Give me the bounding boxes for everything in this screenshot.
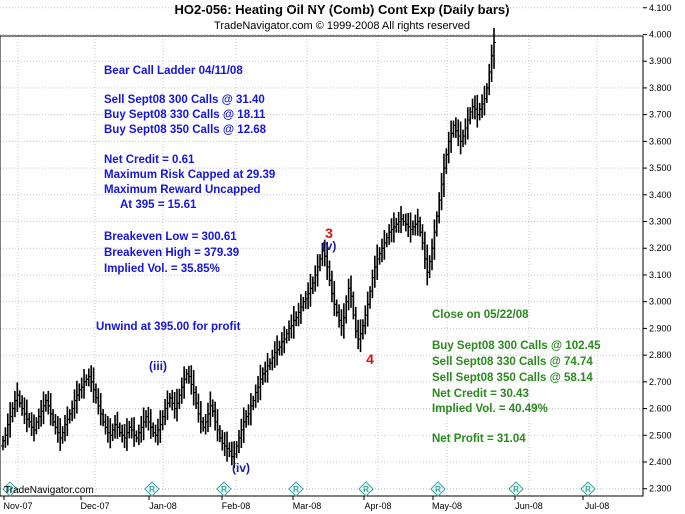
- count-4-label: 4: [366, 351, 374, 367]
- y-tick-label: 2.800: [649, 350, 672, 360]
- wave-labels: (iii) (iv) (v) 3 4: [149, 225, 374, 475]
- y-tick-label: 3.800: [649, 83, 672, 93]
- plot-frame: [0, 35, 644, 497]
- y-tick-label: 3.100: [649, 270, 672, 280]
- entry-leg-3: Buy Sept08 350 Calls @ 12.68: [104, 124, 267, 136]
- event-marker: R: [2, 481, 18, 497]
- grid: [0, 7, 643, 496]
- event-marker: R: [358, 481, 374, 497]
- x-tick-label: Jun-08: [515, 501, 543, 511]
- count-3-label: 3: [325, 225, 333, 241]
- y-tick-label: 3.300: [649, 217, 672, 227]
- event-marker-diamond: [216, 481, 232, 497]
- exit-leg-2: Sell Sept08 330 Calls @ 74.74: [432, 356, 593, 368]
- y-tick-label: 2.300: [649, 484, 672, 494]
- wave-iv-label: (iv): [232, 461, 250, 475]
- event-marker-diamond: [144, 481, 160, 497]
- event-marker: R: [580, 481, 596, 497]
- entry-leg-1: Sell Sept08 300 Calls @ 31.40: [104, 94, 265, 106]
- entry-breakeven-high: Breakeven High = 379.39: [104, 247, 239, 259]
- x-axis: Nov-07 Dec-07 Jan-08 Feb-08 Mar-08 Apr-08 May-…: [3, 496, 609, 511]
- price-bars: [1, 28, 496, 469]
- x-tick-label: Mar-08: [293, 501, 322, 511]
- event-marker: R: [430, 481, 446, 497]
- y-tick-label: 2.500: [649, 430, 672, 440]
- price-bar: [492, 28, 496, 69]
- event-marker-diamond: [2, 481, 18, 497]
- y-tick-label: 3.900: [649, 56, 672, 66]
- entry-max-risk: Maximum Risk Capped at 29.39: [104, 169, 275, 181]
- y-tick-label: 4.000: [649, 29, 672, 39]
- event-marker: R: [508, 481, 524, 497]
- event-marker-diamond: [508, 481, 524, 497]
- event-marker-label: R: [293, 485, 299, 494]
- exit-leg-3: Sell Sept08 350 Calls @ 58.14: [432, 372, 593, 384]
- entry-max-reward: Maximum Reward Uncapped: [104, 184, 261, 196]
- x-tick-label: Nov-07: [3, 501, 32, 511]
- y-tick-label: 4.100: [649, 3, 672, 13]
- y-axis: 2.300 2.400 2.500 2.600 2.700 2.800 2.900 3.000…: [643, 3, 672, 494]
- y-tick-label: 3.700: [649, 110, 672, 120]
- entry-leg-2: Buy Sept08 330 Calls @ 18.11: [104, 109, 266, 121]
- watermark: TradeNavigator.com: [4, 485, 94, 496]
- x-tick-label: May-08: [432, 501, 462, 511]
- y-tick-label: 3.600: [649, 136, 672, 146]
- event-marker-diamond: [430, 481, 446, 497]
- x-tick-label: Dec-07: [80, 501, 109, 511]
- event-marker-diamond: [288, 481, 304, 497]
- exit-implied-vol: Implied Vol. = 40.49%: [432, 403, 548, 415]
- event-marker-label: R: [585, 485, 591, 494]
- event-marker-diamond: [358, 481, 374, 497]
- event-marker-label: R: [363, 485, 369, 494]
- exit-net-credit: Net Credit = 30.43: [432, 388, 529, 400]
- event-marker-label: R: [513, 485, 519, 494]
- y-tick-label: 3.500: [649, 163, 672, 173]
- chart-title: HO2-056: Heating Oil NY (Comb) Cont Exp …: [175, 2, 510, 17]
- entry-at-395: At 395 = 15.61: [120, 199, 197, 211]
- y-tick-label: 2.400: [649, 457, 672, 467]
- exit-net-profit: Net Profit = 31.04: [432, 433, 526, 445]
- event-marker-label: R: [221, 485, 227, 494]
- entry-heading: Bear Call Ladder 04/11/08: [104, 65, 243, 77]
- y-tick-label: 2.700: [649, 377, 672, 387]
- entry-unwind: Unwind at 395.00 for profit: [96, 321, 241, 333]
- x-tick-label: Feb-08: [222, 501, 251, 511]
- event-marker-label: R: [435, 485, 441, 494]
- wave-v-label: (v): [322, 239, 337, 253]
- exit-leg-1: Buy Sept08 300 Calls @ 102.45: [432, 340, 601, 352]
- event-marker-label: R: [149, 485, 155, 494]
- entry-breakeven-low: Breakeven Low = 300.61: [104, 231, 237, 243]
- event-marker: R: [144, 481, 160, 497]
- event-marker-label: R: [7, 485, 13, 494]
- x-tick-label: Jul-08: [585, 501, 610, 511]
- event-marker: R: [216, 481, 232, 497]
- exit-close-date: Close on 05/22/08: [432, 309, 529, 321]
- y-tick-label: 2.900: [649, 323, 672, 333]
- event-marker-diamond: [580, 481, 596, 497]
- event-marker: R: [288, 481, 304, 497]
- x-tick-label: Apr-08: [364, 501, 391, 511]
- entry-notes: Bear Call Ladder 04/11/08 Sell Sept08 30…: [96, 65, 275, 333]
- y-tick-label: 3.000: [649, 297, 672, 307]
- y-tick-label: 3.400: [649, 190, 672, 200]
- y-tick-label: 3.200: [649, 243, 672, 253]
- entry-implied-vol: Implied Vol. = 35.85%: [104, 263, 220, 275]
- exit-notes: Close on 05/22/08 Buy Sept08 300 Calls @…: [432, 309, 601, 445]
- chart-header: HO2-056: Heating Oil NY (Comb) Cont Exp …: [175, 2, 510, 32]
- entry-net-credit: Net Credit = 0.61: [104, 154, 195, 166]
- y-tick-label: 2.600: [649, 404, 672, 414]
- wave-iii-label: (iii): [149, 359, 167, 373]
- x-tick-label: Jan-08: [149, 501, 177, 511]
- chart-subtitle: TradeNavigator.com © 1999-2008 All right…: [214, 20, 470, 32]
